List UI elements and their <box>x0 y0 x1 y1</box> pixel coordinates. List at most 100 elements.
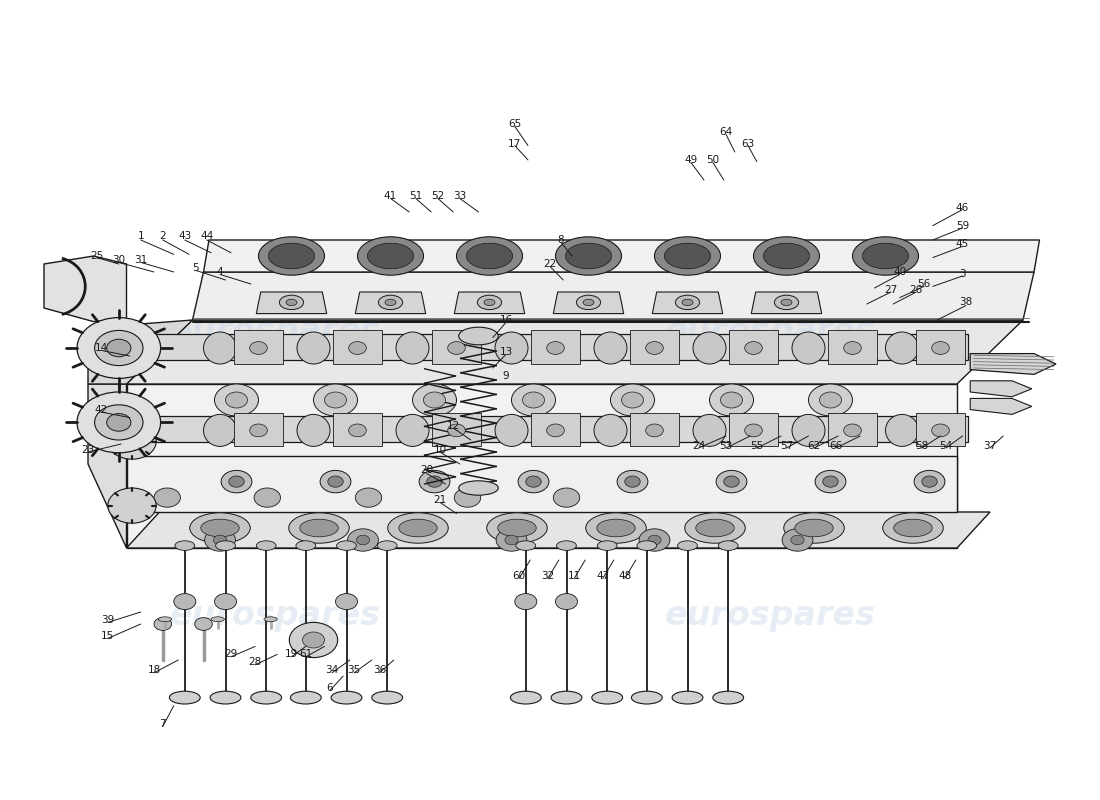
Ellipse shape <box>597 541 617 550</box>
Text: 47: 47 <box>596 571 609 581</box>
Text: 7: 7 <box>160 719 166 729</box>
Circle shape <box>710 384 754 416</box>
Ellipse shape <box>349 342 366 354</box>
Ellipse shape <box>377 541 397 550</box>
Text: 32: 32 <box>541 571 554 581</box>
Ellipse shape <box>204 414 236 446</box>
Polygon shape <box>355 292 426 314</box>
Text: 12: 12 <box>447 421 460 430</box>
Text: 27: 27 <box>884 285 898 294</box>
Ellipse shape <box>631 691 662 704</box>
Ellipse shape <box>594 332 627 364</box>
Ellipse shape <box>297 414 330 446</box>
Polygon shape <box>126 384 957 548</box>
Circle shape <box>427 476 442 487</box>
Circle shape <box>518 470 549 493</box>
Text: 54: 54 <box>939 442 953 451</box>
Circle shape <box>610 384 654 416</box>
Ellipse shape <box>210 691 241 704</box>
Text: 18: 18 <box>147 666 161 675</box>
Text: 22: 22 <box>543 259 557 269</box>
Circle shape <box>213 535 227 545</box>
Ellipse shape <box>385 299 396 306</box>
Ellipse shape <box>695 519 735 537</box>
Text: 63: 63 <box>741 139 755 149</box>
Ellipse shape <box>396 414 429 446</box>
Ellipse shape <box>693 332 726 364</box>
Circle shape <box>419 470 450 493</box>
Ellipse shape <box>844 424 861 437</box>
Ellipse shape <box>516 541 536 550</box>
Circle shape <box>914 470 945 493</box>
Text: 23: 23 <box>81 445 95 454</box>
Circle shape <box>108 488 156 523</box>
Circle shape <box>454 488 481 507</box>
Text: 62: 62 <box>807 442 821 451</box>
Circle shape <box>356 535 370 545</box>
Circle shape <box>820 392 842 408</box>
Polygon shape <box>828 413 877 446</box>
Ellipse shape <box>510 691 541 704</box>
Ellipse shape <box>258 237 324 275</box>
Circle shape <box>522 392 544 408</box>
Text: 9: 9 <box>503 371 509 381</box>
Circle shape <box>229 476 244 487</box>
Text: 61: 61 <box>299 650 312 659</box>
Text: 39: 39 <box>101 615 114 625</box>
Circle shape <box>154 618 172 630</box>
Circle shape <box>324 392 346 408</box>
Polygon shape <box>192 272 1034 320</box>
Ellipse shape <box>675 295 700 310</box>
Ellipse shape <box>893 519 933 537</box>
Text: 16: 16 <box>499 315 513 325</box>
Polygon shape <box>970 354 1056 374</box>
Circle shape <box>556 594 578 610</box>
Text: 59: 59 <box>956 221 969 230</box>
Ellipse shape <box>158 617 172 622</box>
Ellipse shape <box>367 243 414 269</box>
Polygon shape <box>333 413 382 446</box>
Text: 40: 40 <box>893 267 906 277</box>
Circle shape <box>922 476 937 487</box>
Text: eurospares: eurospares <box>664 315 876 349</box>
Ellipse shape <box>299 519 339 537</box>
Text: 19: 19 <box>285 650 298 659</box>
Circle shape <box>336 594 358 610</box>
Text: 66: 66 <box>829 442 843 451</box>
Ellipse shape <box>556 237 622 275</box>
Ellipse shape <box>264 617 277 622</box>
Circle shape <box>95 405 143 440</box>
Polygon shape <box>126 456 957 512</box>
Ellipse shape <box>495 332 528 364</box>
Ellipse shape <box>337 541 356 550</box>
Ellipse shape <box>547 424 564 437</box>
Ellipse shape <box>672 691 703 704</box>
Ellipse shape <box>250 342 267 354</box>
Ellipse shape <box>175 541 195 550</box>
Polygon shape <box>729 413 778 446</box>
Text: eurospares: eurospares <box>169 599 381 633</box>
Circle shape <box>791 535 804 545</box>
Ellipse shape <box>286 299 297 306</box>
Circle shape <box>108 424 156 459</box>
Text: 41: 41 <box>384 191 397 201</box>
Text: 49: 49 <box>684 155 697 165</box>
Ellipse shape <box>466 243 513 269</box>
Circle shape <box>214 384 258 416</box>
Circle shape <box>496 529 527 551</box>
Ellipse shape <box>763 243 810 269</box>
Ellipse shape <box>358 237 424 275</box>
Ellipse shape <box>268 243 315 269</box>
Ellipse shape <box>646 424 663 437</box>
Circle shape <box>512 384 556 416</box>
Ellipse shape <box>387 513 449 543</box>
Ellipse shape <box>557 541 576 550</box>
Text: 31: 31 <box>134 255 147 265</box>
Text: 57: 57 <box>780 442 793 451</box>
Text: 52: 52 <box>431 191 444 201</box>
Ellipse shape <box>211 617 224 622</box>
Ellipse shape <box>792 414 825 446</box>
Circle shape <box>648 535 661 545</box>
Circle shape <box>314 384 358 416</box>
Text: 17: 17 <box>508 139 521 149</box>
